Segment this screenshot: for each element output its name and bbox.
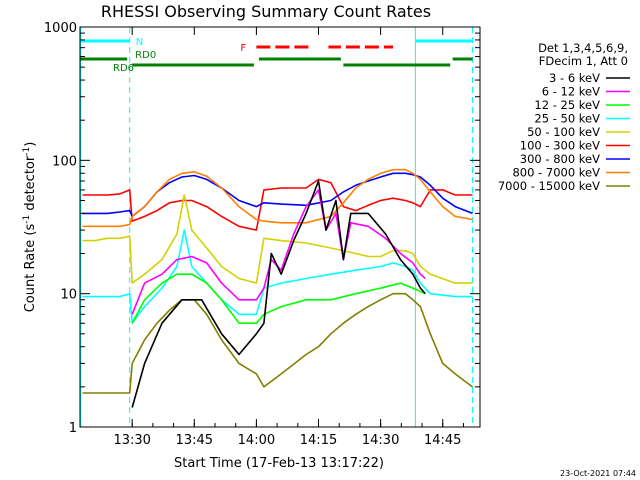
legend: Det 1,3,4,5,6,9, FDecim 1, Att 0 3 - 6 k… bbox=[498, 41, 630, 193]
plot-frame bbox=[79, 26, 481, 428]
legend-label: 50 - 100 keV bbox=[527, 125, 600, 139]
y-tick-label: 1 bbox=[69, 421, 77, 436]
x-tick-label: 13:30 bbox=[113, 433, 150, 448]
series-line-0 bbox=[131, 180, 426, 408]
night-label: N bbox=[136, 37, 143, 48]
series-line-4 bbox=[82, 194, 473, 284]
y-axis-label-sup1: -1 bbox=[22, 215, 32, 224]
legend-label: 300 - 800 keV bbox=[520, 152, 600, 166]
legend-label: 7000 - 15000 keV bbox=[498, 179, 600, 193]
flare-label: F bbox=[240, 43, 246, 54]
legend-label: 800 - 7000 keV bbox=[512, 166, 600, 180]
x-axis-label: Start Time (17-Feb-13 13:17:22) bbox=[174, 456, 384, 471]
legend-header-2: FDecim 1, Att 0 bbox=[539, 54, 628, 68]
legend-label: 100 - 300 keV bbox=[520, 139, 600, 153]
y-axis-label: Count Rate (s-1 detector-1) bbox=[22, 142, 38, 313]
legend-label: 25 - 50 keV bbox=[534, 112, 600, 126]
timestamp: 23-Oct-2021 07:44 bbox=[560, 469, 636, 478]
legend-label: 6 - 12 keV bbox=[542, 85, 600, 99]
series-line-5 bbox=[82, 178, 473, 231]
x-tick-label: 13:45 bbox=[176, 433, 213, 448]
x-axis: 13:30 13:45 14:00 14:15 14:30 14:45 bbox=[113, 27, 464, 448]
y-axis-label-mid: detector bbox=[23, 155, 38, 215]
series-line-2 bbox=[131, 273, 426, 325]
chart-title: RHESSI Observing Summary Count Rates bbox=[101, 2, 431, 21]
legend-label: 3 - 6 keV bbox=[549, 71, 600, 85]
y-axis-label-end: ) bbox=[23, 142, 38, 147]
y-tick-label: 10 bbox=[60, 288, 77, 303]
x-tick-label: 14:45 bbox=[424, 433, 461, 448]
y-axis-label-main: Count Rate (s bbox=[23, 224, 38, 313]
series-line-1 bbox=[131, 189, 426, 315]
series-lines bbox=[82, 168, 473, 408]
x-tick-label: 14:30 bbox=[362, 433, 399, 448]
series-line-3 bbox=[82, 229, 473, 325]
x-tick-label: 14:00 bbox=[238, 433, 275, 448]
legend-header-1: Det 1,3,4,5,6,9, bbox=[538, 41, 628, 55]
y-tick-label: 100 bbox=[52, 154, 77, 169]
y-tick-label: 1000 bbox=[44, 21, 77, 36]
x-tick-label: 14:15 bbox=[300, 433, 337, 448]
y-axis: 1 10 100 1000 bbox=[44, 21, 480, 436]
series-line-8 bbox=[82, 292, 473, 394]
y-axis-label-sup2: -1 bbox=[22, 147, 32, 156]
saa-label-rd0: RD0 bbox=[135, 50, 156, 61]
saa-label-rd6: RD6 bbox=[113, 63, 134, 74]
legend-label: 12 - 25 keV bbox=[534, 98, 600, 112]
series-line-7 bbox=[82, 168, 473, 228]
